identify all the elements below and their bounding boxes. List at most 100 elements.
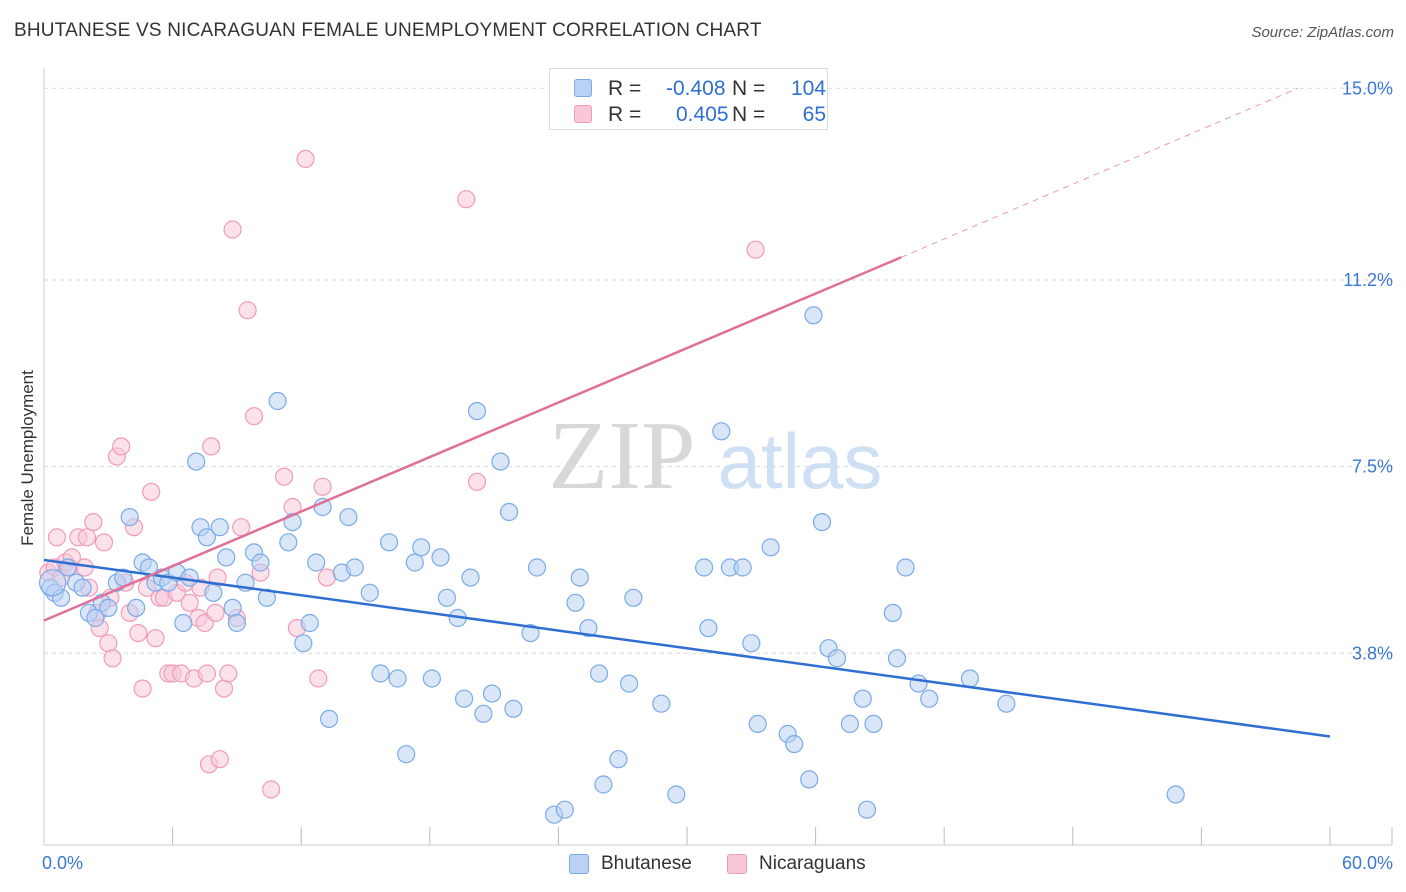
nicaraguans-point xyxy=(219,664,238,683)
bhutanese-point xyxy=(120,507,139,527)
bhutanese-point xyxy=(500,502,519,522)
bhutanese-point xyxy=(38,569,67,597)
data-points xyxy=(38,149,1185,824)
nicaraguans-point xyxy=(129,623,148,643)
bhutanese-point xyxy=(589,664,609,683)
bhutanese-point xyxy=(251,553,270,572)
bhutanese-point xyxy=(997,694,1016,713)
bhutanese-point xyxy=(307,553,326,572)
axes xyxy=(43,68,1393,846)
nicaraguans-point xyxy=(309,669,328,688)
bhutanese-point xyxy=(579,618,598,638)
y-tick-label: 7.5% xyxy=(1352,457,1393,477)
bhutanese-point xyxy=(180,568,199,587)
bhutanese-point xyxy=(345,558,364,577)
bhutanese-point xyxy=(853,689,872,708)
bhutanese-point xyxy=(619,674,639,693)
nicaraguans-trend-extension xyxy=(901,87,1299,258)
bhutanese-point xyxy=(896,558,915,577)
bhutanese-point xyxy=(187,452,206,471)
bhutanese-point xyxy=(624,588,643,607)
bhutanese-point xyxy=(667,785,686,804)
nicaraguans-point xyxy=(313,477,332,496)
bhutanese-point xyxy=(712,422,731,441)
bhutanese-point xyxy=(521,623,540,643)
stats-legend: R = -0.408 N = 104 R = 0.405 N = 65 xyxy=(549,68,828,130)
bhutanese-point xyxy=(960,669,980,688)
bhutanese-point xyxy=(210,518,229,537)
r-label: R = xyxy=(608,77,642,100)
bhutanese-point xyxy=(422,669,441,688)
nicaraguans-trend-line xyxy=(43,256,902,622)
bhutanese-point xyxy=(268,391,287,411)
bhutanese-point xyxy=(694,558,714,577)
bhutanese-point xyxy=(864,714,883,734)
bhutanese-point xyxy=(920,689,939,708)
bhutanese-point xyxy=(742,634,761,653)
bhutanese-point xyxy=(699,618,718,638)
bhutanese-point xyxy=(437,588,456,607)
bhutanese-point xyxy=(223,598,242,618)
bhutanese-trend-line xyxy=(43,558,1331,738)
bhutanese-point xyxy=(257,588,276,607)
nicaraguans-point xyxy=(746,240,765,259)
bhutanese-point xyxy=(127,598,146,618)
nicaraguans-point xyxy=(142,482,161,501)
bhutanese-point xyxy=(800,770,819,789)
grid-lines xyxy=(44,87,1392,654)
bhutanese-legend-swatch xyxy=(569,854,589,874)
x-tick-label-min: 0.0% xyxy=(42,853,83,873)
bhutanese-point xyxy=(405,553,424,572)
nicaraguans-point xyxy=(133,679,152,698)
bhutanese-point xyxy=(733,558,752,577)
bhutanese-point xyxy=(804,306,823,325)
bhutanese-point xyxy=(812,512,832,532)
bhutanese-point xyxy=(491,452,510,471)
nicaraguans-point xyxy=(467,472,487,491)
bhutanese-point xyxy=(883,603,902,623)
nicaraguans-point xyxy=(206,603,225,623)
y-tick-label: 3.8% xyxy=(1352,643,1393,663)
nicaraguans-point xyxy=(202,437,221,456)
bhutanese-point xyxy=(474,704,493,723)
bhutanese-point xyxy=(174,613,193,633)
nicaraguans-point xyxy=(94,533,114,552)
legend-label-bhutanese: Bhutanese xyxy=(601,853,692,874)
bhutanese-point xyxy=(1166,785,1185,804)
nicaraguans-point xyxy=(214,679,234,698)
bhutanese-point xyxy=(857,800,877,819)
n-label: N = xyxy=(732,103,766,126)
nicaraguans-point xyxy=(238,301,257,320)
bhutanese-point xyxy=(566,593,585,612)
y-tick-label: 11.2% xyxy=(1343,270,1393,290)
bhutanese-point xyxy=(909,674,928,693)
bhutanese-point xyxy=(748,714,767,734)
watermark: ZIP atlas xyxy=(549,402,883,510)
bhutanese-n-value: 104 xyxy=(790,77,826,100)
y-tick-label: 15.0% xyxy=(1342,78,1393,98)
tick-labels: 3.8% 7.5% 11.2% 15.0% 0.0% 60.0% xyxy=(42,78,1393,873)
bhutanese-point xyxy=(279,533,298,552)
n-label: N = xyxy=(732,77,766,100)
legend-label-nicaraguans: Nicaraguans xyxy=(759,853,866,874)
bhutanese-point xyxy=(300,613,319,633)
bhutanese-point xyxy=(431,548,450,567)
bhutanese-point xyxy=(527,558,547,577)
bhutanese-point xyxy=(461,568,480,587)
bhutanese-point xyxy=(412,538,431,557)
trend-lines xyxy=(43,87,1331,738)
bhutanese-point xyxy=(840,714,860,734)
chart-source: Source: ZipAtlas.com xyxy=(1251,24,1394,41)
nicaraguans-point xyxy=(210,750,229,769)
bhutanese-point xyxy=(339,507,358,527)
nicaraguans-point xyxy=(112,437,131,456)
nicaraguans-point xyxy=(296,149,315,168)
bhutanese-point xyxy=(827,649,847,668)
nicaraguans-point xyxy=(244,407,264,426)
series-bhutanese xyxy=(41,306,1185,824)
bhutanese-point xyxy=(455,689,474,708)
bhutanese-point xyxy=(482,684,502,703)
series-legend: Bhutanese Nicaraguans xyxy=(0,852,1406,878)
nicaraguans-swatch xyxy=(574,105,592,123)
